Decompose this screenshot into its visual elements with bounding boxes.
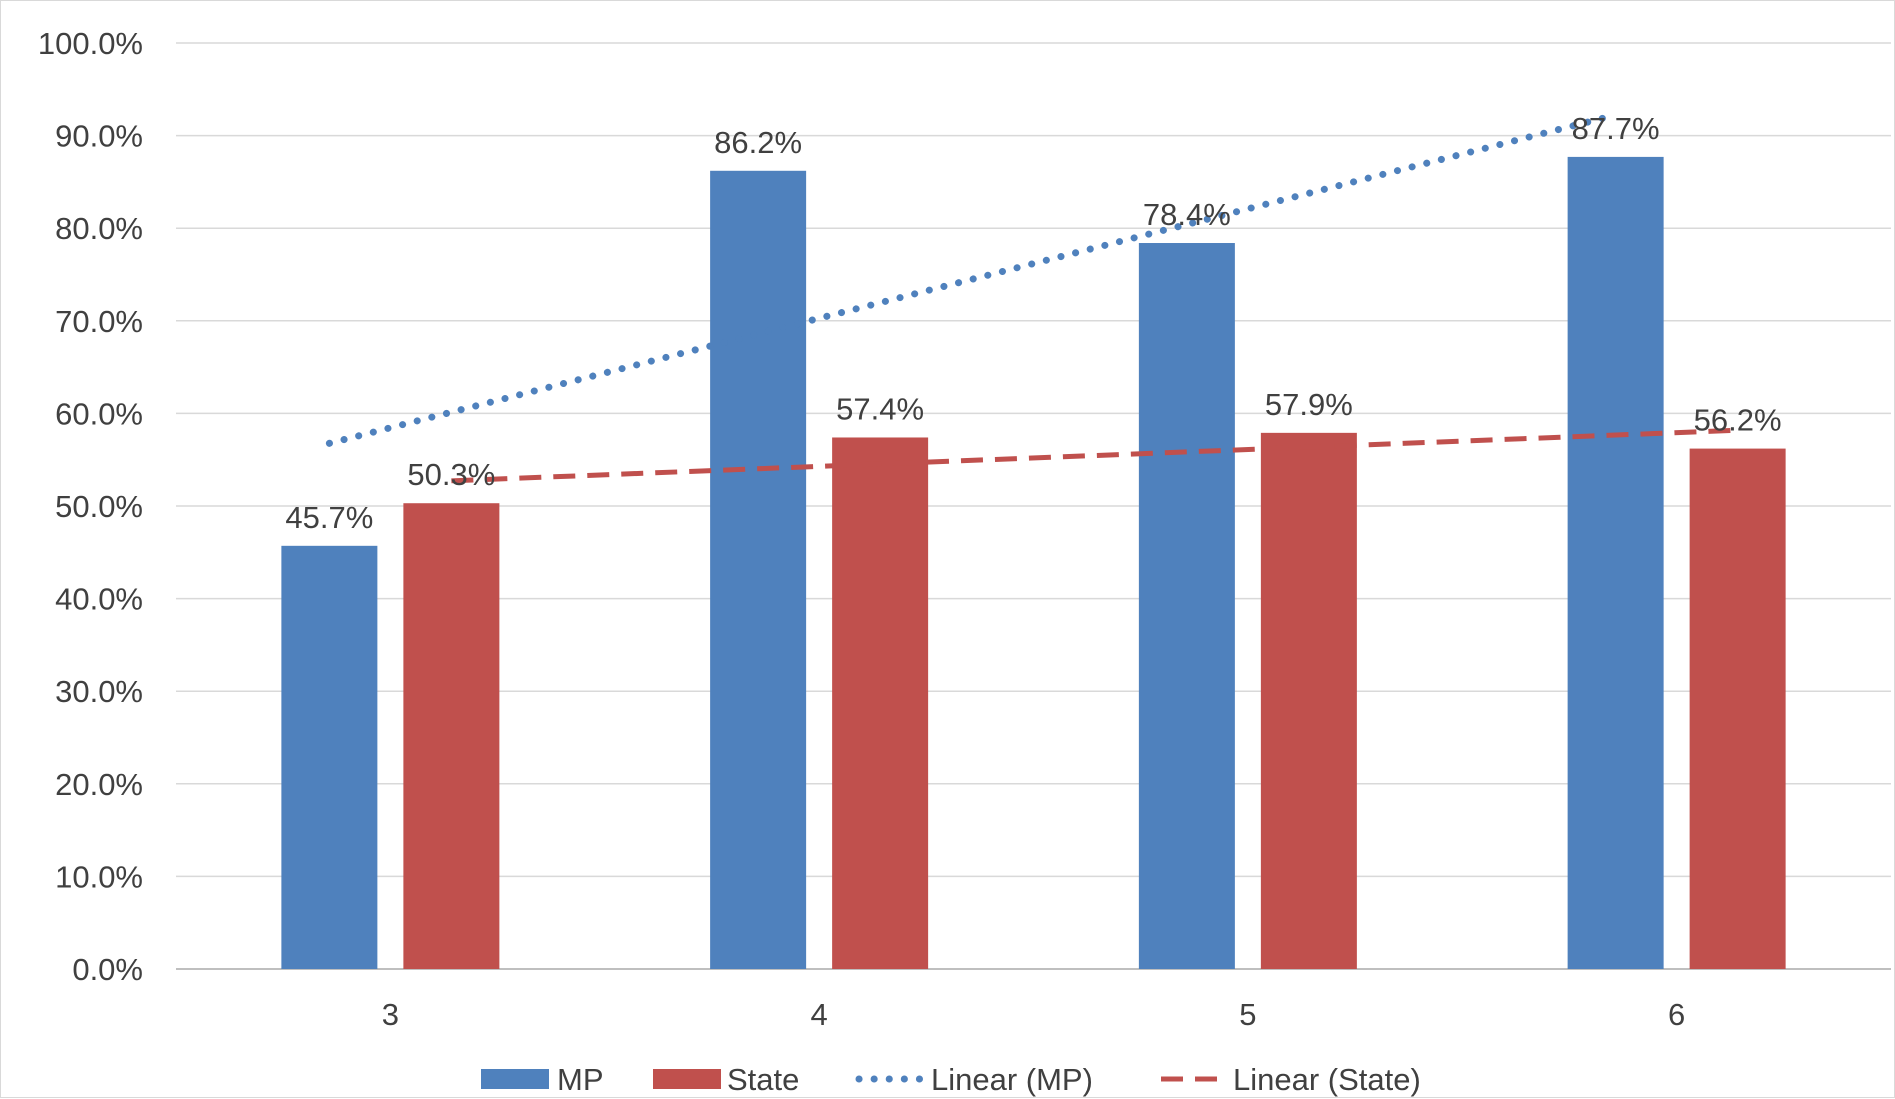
data-label-mp-5: 78.4%: [1143, 197, 1231, 232]
data-label-state-5: 57.9%: [1265, 387, 1353, 422]
bar-mp-3: [281, 545, 378, 969]
y-tick-label: 100.0%: [38, 26, 143, 61]
data-label-mp-3: 45.7%: [285, 500, 373, 535]
legend: MP State Linear (MP) Linear (State): [481, 1062, 1421, 1097]
y-axis-tick-labels: 0.0% 10.0% 20.0% 30.0% 40.0% 50.0% 60.0% 70.0% 8…: [38, 26, 143, 987]
trendline-mp: [325, 111, 1620, 447]
legend-swatch-state: [653, 1069, 721, 1089]
x-axis-tick-labels: 3 4 5 6: [382, 997, 1686, 1032]
bar-state-5: [1260, 432, 1357, 969]
trendline-state: [451, 427, 1738, 484]
y-tick-label: 30.0%: [55, 674, 143, 709]
data-label-state-6: 56.2%: [1694, 403, 1782, 438]
legend-label-linear-mp: Linear (MP): [931, 1062, 1093, 1097]
y-tick-label: 50.0%: [55, 489, 143, 524]
x-tick-label: 3: [382, 997, 399, 1032]
y-tick-label: 80.0%: [55, 211, 143, 246]
bar-state-3: [403, 503, 500, 969]
data-labels: 45.7% 86.2% 78.4% 87.7% 50.3% 57.4% 57.9% 56.2%: [285, 111, 1781, 535]
bar-mp-6: [1567, 156, 1664, 969]
data-label-state-4: 57.4%: [836, 391, 924, 426]
y-tick-label: 0.0%: [72, 952, 143, 987]
trendlines: [325, 111, 1738, 484]
bar-mp-4: [710, 170, 807, 970]
y-tick-label: 60.0%: [55, 396, 143, 431]
x-tick-label: 4: [811, 997, 828, 1032]
data-label-mp-6: 87.7%: [1572, 111, 1660, 146]
data-label-mp-4: 86.2%: [714, 125, 802, 160]
bar-state-6: [1689, 448, 1786, 969]
y-tick-label: 20.0%: [55, 767, 143, 802]
data-label-state-3: 50.3%: [407, 457, 495, 492]
y-tick-label: 40.0%: [55, 582, 143, 617]
bar-mp-5: [1138, 243, 1235, 970]
legend-label-mp: MP: [557, 1062, 604, 1097]
x-tick-label: 5: [1239, 997, 1256, 1032]
bar-state-4: [832, 437, 929, 969]
y-tick-label: 70.0%: [55, 304, 143, 339]
legend-label-linear-state: Linear (State): [1233, 1062, 1421, 1097]
y-tick-label: 90.0%: [55, 119, 143, 154]
legend-swatch-mp: [481, 1069, 549, 1089]
x-tick-label: 6: [1668, 997, 1685, 1032]
y-tick-label: 10.0%: [55, 859, 143, 894]
legend-label-state: State: [727, 1062, 799, 1097]
bars: [281, 156, 1786, 970]
